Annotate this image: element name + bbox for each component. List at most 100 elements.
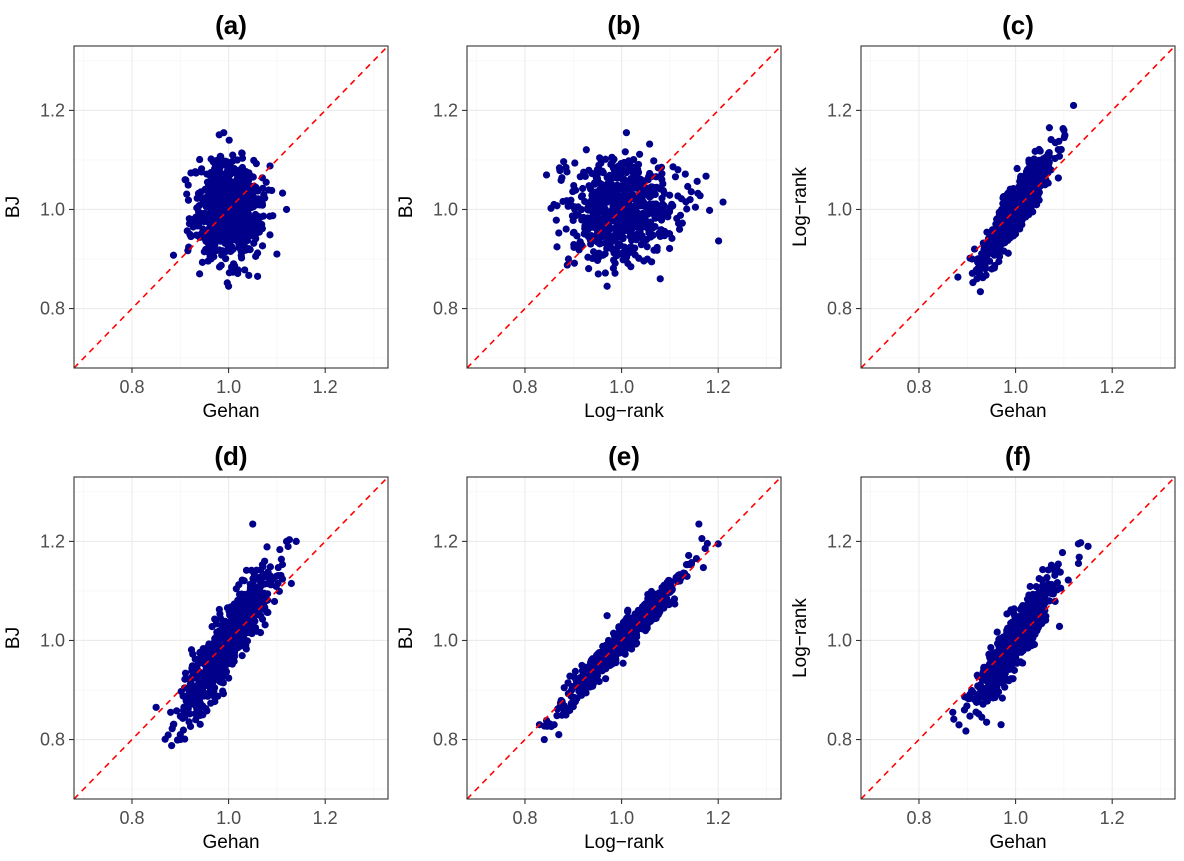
data-point: [598, 167, 606, 175]
y-axis-label: BJ: [396, 627, 417, 649]
data-point: [571, 697, 579, 706]
data-point: [646, 140, 654, 148]
data-point: [635, 211, 644, 219]
data-point: [192, 169, 200, 177]
data-point: [1021, 616, 1029, 625]
data-point: [633, 639, 641, 647]
data-point: [593, 235, 601, 244]
data-point: [1044, 179, 1052, 187]
data-point: [569, 187, 577, 196]
x-tick-label: 1.2: [1100, 377, 1125, 397]
data-point: [221, 633, 229, 641]
data-point: [1035, 163, 1043, 171]
data-point: [589, 657, 598, 666]
data-point: [691, 203, 700, 211]
panel-title: (d): [214, 441, 247, 471]
data-point: [542, 171, 551, 179]
panel-c: 0.8 0.8 1.0 1.0 1.2 1.2 (c) Gehan Log−rank: [790, 10, 1176, 422]
data-point: [609, 264, 618, 272]
data-point: [253, 196, 261, 204]
data-point: [604, 187, 612, 196]
data-point: [232, 585, 240, 593]
data-point: [1001, 683, 1009, 691]
data-point: [596, 154, 604, 162]
data-point: [221, 238, 229, 246]
data-point: [605, 639, 613, 647]
data-point: [613, 217, 621, 226]
data-point: [1003, 224, 1011, 232]
data-point: [699, 563, 707, 572]
panel-title: (a): [215, 10, 247, 40]
data-point: [976, 681, 984, 689]
data-point: [613, 200, 621, 209]
data-point: [242, 566, 251, 574]
x-tick-label: 1.0: [1003, 808, 1028, 828]
data-point: [1032, 174, 1040, 182]
data-point: [230, 262, 239, 270]
y-tick-label: 0.8: [827, 299, 852, 319]
data-point: [230, 637, 238, 645]
data-point: [665, 230, 674, 238]
data-point: [248, 232, 256, 240]
data-point: [189, 671, 198, 679]
reference-line: [861, 46, 1175, 368]
data-point: [207, 699, 215, 707]
data-point: [683, 561, 691, 569]
points-d: [152, 520, 300, 750]
panel-border: [466, 476, 782, 800]
data-point: [203, 170, 211, 178]
data-point: [242, 229, 251, 237]
data-point: [677, 195, 686, 203]
data-point: [596, 663, 605, 671]
data-point: [589, 214, 597, 222]
data-point: [607, 172, 615, 180]
data-point: [1055, 622, 1064, 630]
panel-border: [73, 45, 389, 369]
data-point: [999, 199, 1007, 208]
data-point: [212, 236, 220, 244]
data-point: [560, 158, 568, 166]
data-point: [578, 661, 586, 670]
data-point: [601, 250, 609, 258]
data-point: [1015, 619, 1024, 627]
data-point: [232, 228, 240, 236]
data-point: [220, 617, 228, 625]
data-point: [616, 227, 624, 235]
data-point: [233, 175, 241, 184]
data-point: [1006, 185, 1014, 193]
y-axis-label: Log−rank: [790, 167, 811, 247]
data-point: [974, 691, 982, 699]
data-point: [277, 555, 285, 563]
data-point: [614, 240, 622, 248]
data-point: [596, 205, 604, 214]
data-point: [621, 148, 629, 156]
y-tick-label: 1.2: [827, 100, 852, 120]
data-point: [635, 150, 644, 158]
data-point: [619, 659, 627, 667]
data-point: [1032, 595, 1040, 603]
data-point: [602, 675, 610, 683]
data-point: [650, 157, 658, 165]
data-point: [553, 243, 561, 251]
data-point: [197, 165, 206, 173]
data-point: [646, 193, 654, 201]
data-point-outlier: [978, 713, 986, 721]
x-tick-label: 1.2: [313, 808, 338, 828]
data-point: [963, 702, 971, 710]
data-point: [238, 149, 246, 157]
data-point: [577, 205, 586, 214]
data-point-outlier: [540, 735, 548, 744]
data-point: [226, 225, 234, 233]
data-point: [987, 643, 995, 652]
data-point: [177, 687, 185, 696]
data-point: [617, 160, 625, 168]
data-point-outlier: [282, 205, 291, 214]
data-point: [237, 180, 245, 188]
data-point: [221, 248, 230, 256]
data-point: [599, 653, 607, 661]
data-point-outlier: [603, 612, 611, 620]
data-point: [634, 160, 643, 169]
data-point: [225, 136, 233, 144]
data-point: [216, 163, 224, 172]
data-point: [229, 191, 238, 199]
